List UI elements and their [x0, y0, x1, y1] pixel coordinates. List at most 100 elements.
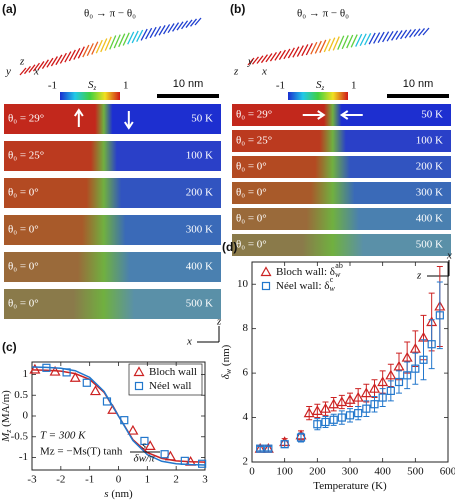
strip: [232, 182, 451, 204]
y-tick-label: -0.5: [11, 430, 29, 442]
marker: [42, 363, 51, 372]
marker: [296, 433, 306, 442]
spin: [163, 24, 171, 35]
symbol: δ: [220, 373, 232, 379]
unit: (nm): [220, 344, 232, 368]
x-axis-label: s (nm): [104, 488, 133, 500]
marker: [120, 416, 129, 425]
annotation: δw/π: [133, 453, 155, 465]
marker: [280, 440, 289, 449]
spin: [149, 26, 157, 39]
y-tick-label: 4: [243, 411, 249, 423]
formula: θ₀ → π − θ₀: [297, 8, 349, 20]
marker: [127, 424, 139, 435]
spin: [418, 27, 426, 37]
spin: [364, 33, 372, 46]
spin: [346, 34, 354, 49]
error-bar: [420, 339, 427, 381]
spin: [359, 33, 367, 47]
spin: [136, 29, 144, 42]
temperature-label: 500 K: [416, 239, 443, 251]
marker: [140, 436, 149, 446]
spin: [355, 33, 363, 47]
angle-label: θ₀ = 0°: [236, 187, 267, 199]
error-bar: [412, 352, 419, 385]
spin: [373, 32, 381, 44]
unit: (nm): [109, 488, 133, 500]
marker: [319, 402, 332, 413]
strip: [232, 208, 451, 230]
strip: [232, 130, 451, 152]
spin: [23, 65, 31, 75]
y-tick-label: 2: [243, 456, 249, 468]
y-tick-label: 0.5: [14, 389, 28, 401]
legend-label: Bloch wall: δwab: [276, 261, 343, 279]
annotation: T = 300 K: [40, 430, 86, 442]
spin: [413, 28, 421, 37]
spin: [59, 52, 67, 64]
temperature-label: 200 K: [186, 187, 213, 199]
spin: [190, 18, 198, 27]
legend-marker: [133, 366, 145, 377]
temperature-label: 50 K: [421, 109, 443, 121]
spin: [377, 31, 385, 44]
marker: [336, 396, 348, 407]
arrow: [73, 108, 84, 127]
colorbar: [60, 92, 120, 100]
panel-label: (a): [2, 2, 17, 16]
x-tick-label: 100: [276, 466, 293, 478]
unit: (MA/m): [0, 390, 12, 430]
axis-glyph: y: [247, 56, 253, 68]
spin: [181, 20, 189, 30]
symbol: M: [0, 432, 12, 443]
y-tick-label: -1: [19, 451, 28, 463]
spin: [337, 35, 345, 50]
x-tick-label: 0: [116, 474, 122, 486]
name: Bloch wall: δ: [276, 266, 335, 278]
spin: [400, 29, 408, 40]
spin: [283, 48, 291, 60]
error-bar: [265, 445, 272, 452]
spin: [305, 43, 313, 56]
spin: [68, 49, 76, 62]
marker: [377, 376, 389, 387]
marker: [354, 409, 363, 418]
scale-label: 10 nm: [403, 78, 434, 90]
spin: [422, 27, 430, 36]
angle-label: θ₀ = 25°: [236, 135, 272, 147]
axis-glyph: x: [33, 66, 39, 78]
spin: [86, 43, 94, 57]
spin: [332, 36, 340, 51]
spin: [176, 21, 184, 31]
spin: [91, 41, 99, 55]
x-tick-label: 400: [374, 466, 391, 478]
spin: [296, 45, 304, 57]
colorbar-min: -1: [276, 80, 285, 92]
spin: [251, 56, 259, 65]
spin: [109, 35, 117, 50]
spin: [278, 49, 286, 60]
spin: [113, 34, 121, 49]
marker: [164, 450, 176, 461]
marker: [49, 365, 61, 376]
marker: [435, 311, 444, 320]
spin: [194, 17, 202, 26]
spin: [104, 36, 112, 51]
arrow: [123, 111, 134, 130]
spin: [41, 59, 49, 69]
marker: [82, 378, 91, 387]
marker: [409, 342, 421, 353]
strip: [4, 252, 221, 282]
x-axis-label: Temperature (K): [313, 480, 387, 492]
spin: [314, 40, 322, 54]
strip: [4, 215, 221, 245]
plot-frame: [251, 261, 449, 463]
marker: [401, 351, 413, 362]
subscript: z: [4, 429, 13, 434]
spin: [37, 61, 45, 71]
subscript: w: [224, 368, 233, 374]
annotation: s: [142, 440, 146, 452]
spin: [328, 37, 336, 52]
superscript: ab: [335, 261, 343, 270]
spin: [323, 38, 331, 53]
